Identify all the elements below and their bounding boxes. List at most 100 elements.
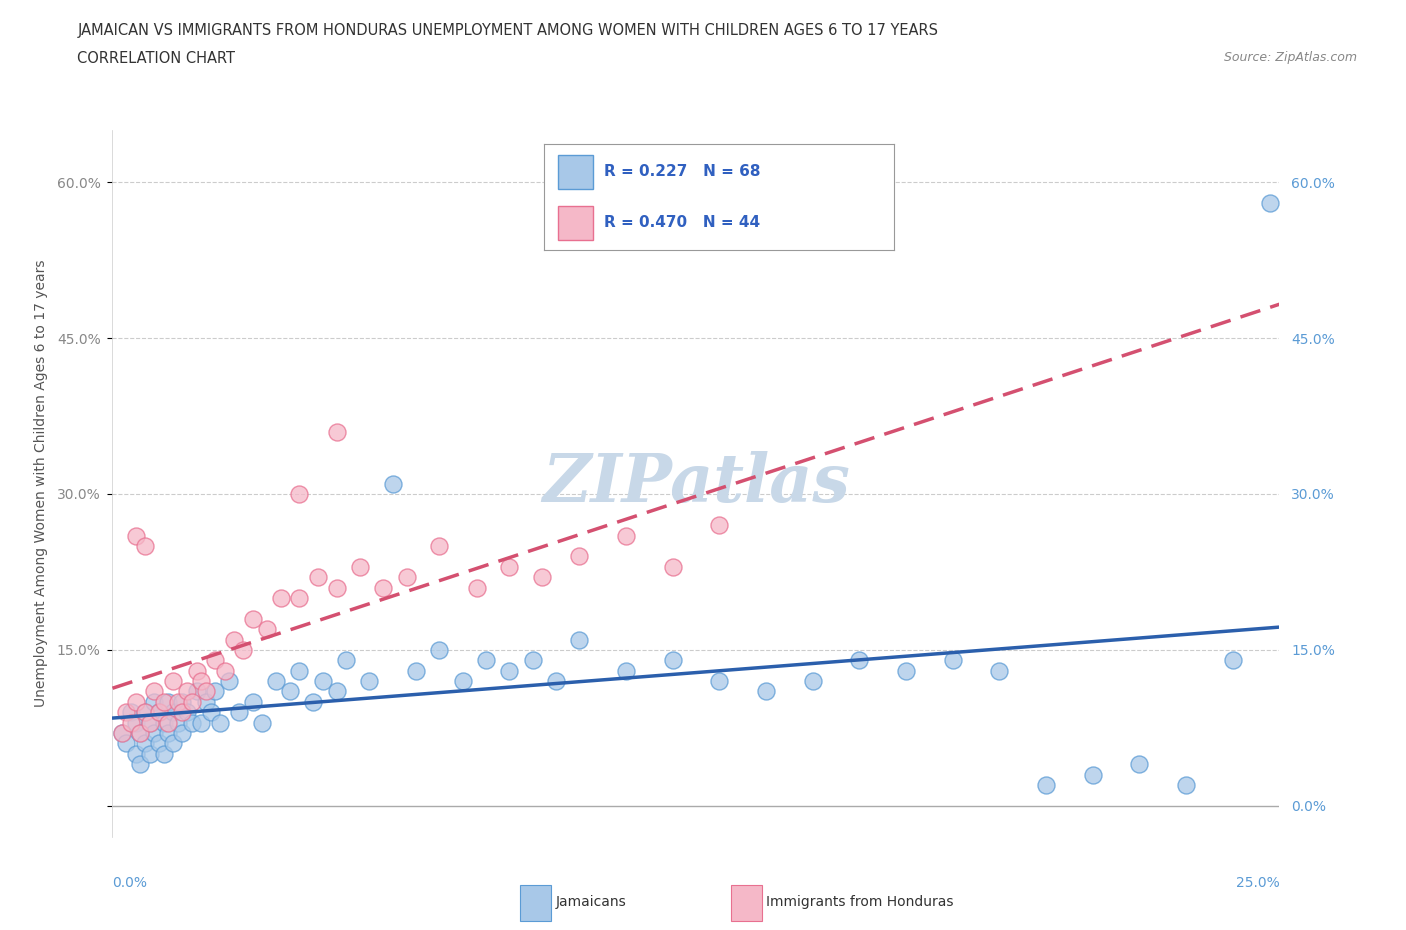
Point	[153, 695, 176, 710]
Point	[125, 695, 148, 710]
Point	[228, 705, 250, 720]
Point	[709, 518, 731, 533]
Point	[427, 643, 450, 658]
Point	[125, 747, 148, 762]
Text: Immigrants from Honduras: Immigrants from Honduras	[766, 895, 953, 910]
Point	[427, 538, 450, 553]
Point	[1035, 777, 1057, 792]
Point	[894, 663, 917, 678]
Text: CORRELATION CHART: CORRELATION CHART	[77, 51, 235, 66]
Point	[661, 559, 683, 574]
Point	[218, 673, 240, 688]
Point	[530, 570, 553, 585]
Point	[325, 684, 347, 699]
Point	[190, 715, 212, 730]
Point	[190, 673, 212, 688]
Point	[134, 705, 156, 720]
Point	[153, 747, 176, 762]
Point	[148, 705, 170, 720]
Point	[157, 725, 180, 740]
Point	[148, 736, 170, 751]
Point	[250, 715, 273, 730]
Point	[157, 695, 180, 710]
Point	[359, 673, 381, 688]
Y-axis label: Unemployment Among Women with Children Ages 6 to 17 years: Unemployment Among Women with Children A…	[35, 259, 48, 708]
Point	[153, 715, 176, 730]
Point	[544, 673, 567, 688]
Point	[288, 663, 311, 678]
Point	[134, 736, 156, 751]
Point	[1128, 757, 1150, 772]
Point	[1081, 767, 1104, 782]
Point	[278, 684, 301, 699]
Point	[194, 684, 217, 699]
Point	[242, 695, 264, 710]
Text: ZIPatlas: ZIPatlas	[543, 451, 849, 516]
Point	[311, 673, 333, 688]
Text: Jamaicans: Jamaicans	[555, 895, 626, 910]
Point	[139, 715, 162, 730]
Point	[465, 580, 488, 595]
Point	[162, 673, 184, 688]
Point	[288, 486, 311, 501]
Point	[176, 705, 198, 720]
Point	[115, 705, 138, 720]
Point	[166, 695, 188, 710]
Point	[335, 653, 357, 668]
Point	[405, 663, 427, 678]
Point	[204, 684, 226, 699]
Point	[302, 695, 325, 710]
Point	[381, 476, 404, 491]
Point	[522, 653, 544, 668]
Point	[134, 538, 156, 553]
Point	[373, 580, 395, 595]
Point	[180, 695, 202, 710]
Point	[614, 528, 637, 543]
Point	[325, 424, 347, 439]
Point	[176, 684, 198, 699]
Point	[125, 715, 148, 730]
Point	[139, 715, 162, 730]
Point	[1222, 653, 1244, 668]
Point	[111, 725, 134, 740]
Point	[194, 695, 217, 710]
Text: 25.0%: 25.0%	[1236, 876, 1279, 890]
Point	[162, 736, 184, 751]
Point	[129, 725, 152, 740]
Point	[1258, 195, 1281, 210]
Point	[148, 705, 170, 720]
Text: JAMAICAN VS IMMIGRANTS FROM HONDURAS UNEMPLOYMENT AMONG WOMEN WITH CHILDREN AGES: JAMAICAN VS IMMIGRANTS FROM HONDURAS UNE…	[77, 23, 938, 38]
Point	[1175, 777, 1198, 792]
Point	[166, 715, 188, 730]
Point	[568, 549, 591, 564]
Point	[143, 695, 166, 710]
Point	[848, 653, 870, 668]
Text: 0.0%: 0.0%	[112, 876, 148, 890]
Point	[264, 673, 287, 688]
Point	[125, 528, 148, 543]
Point	[208, 715, 231, 730]
Point	[172, 705, 194, 720]
Point	[186, 684, 208, 699]
Text: Source: ZipAtlas.com: Source: ZipAtlas.com	[1223, 51, 1357, 64]
Point	[256, 621, 278, 636]
Point	[475, 653, 498, 668]
Point	[143, 684, 166, 699]
Point	[143, 725, 166, 740]
Point	[307, 570, 329, 585]
Point	[120, 715, 142, 730]
Point	[395, 570, 418, 585]
Point	[157, 715, 180, 730]
Point	[709, 673, 731, 688]
Point	[214, 663, 236, 678]
Point	[755, 684, 778, 699]
Point	[134, 705, 156, 720]
Point	[186, 663, 208, 678]
Point	[115, 736, 138, 751]
Point	[204, 653, 226, 668]
Point	[129, 725, 152, 740]
Point	[242, 611, 264, 626]
Point	[200, 705, 222, 720]
Point	[349, 559, 371, 574]
Point	[288, 591, 311, 605]
